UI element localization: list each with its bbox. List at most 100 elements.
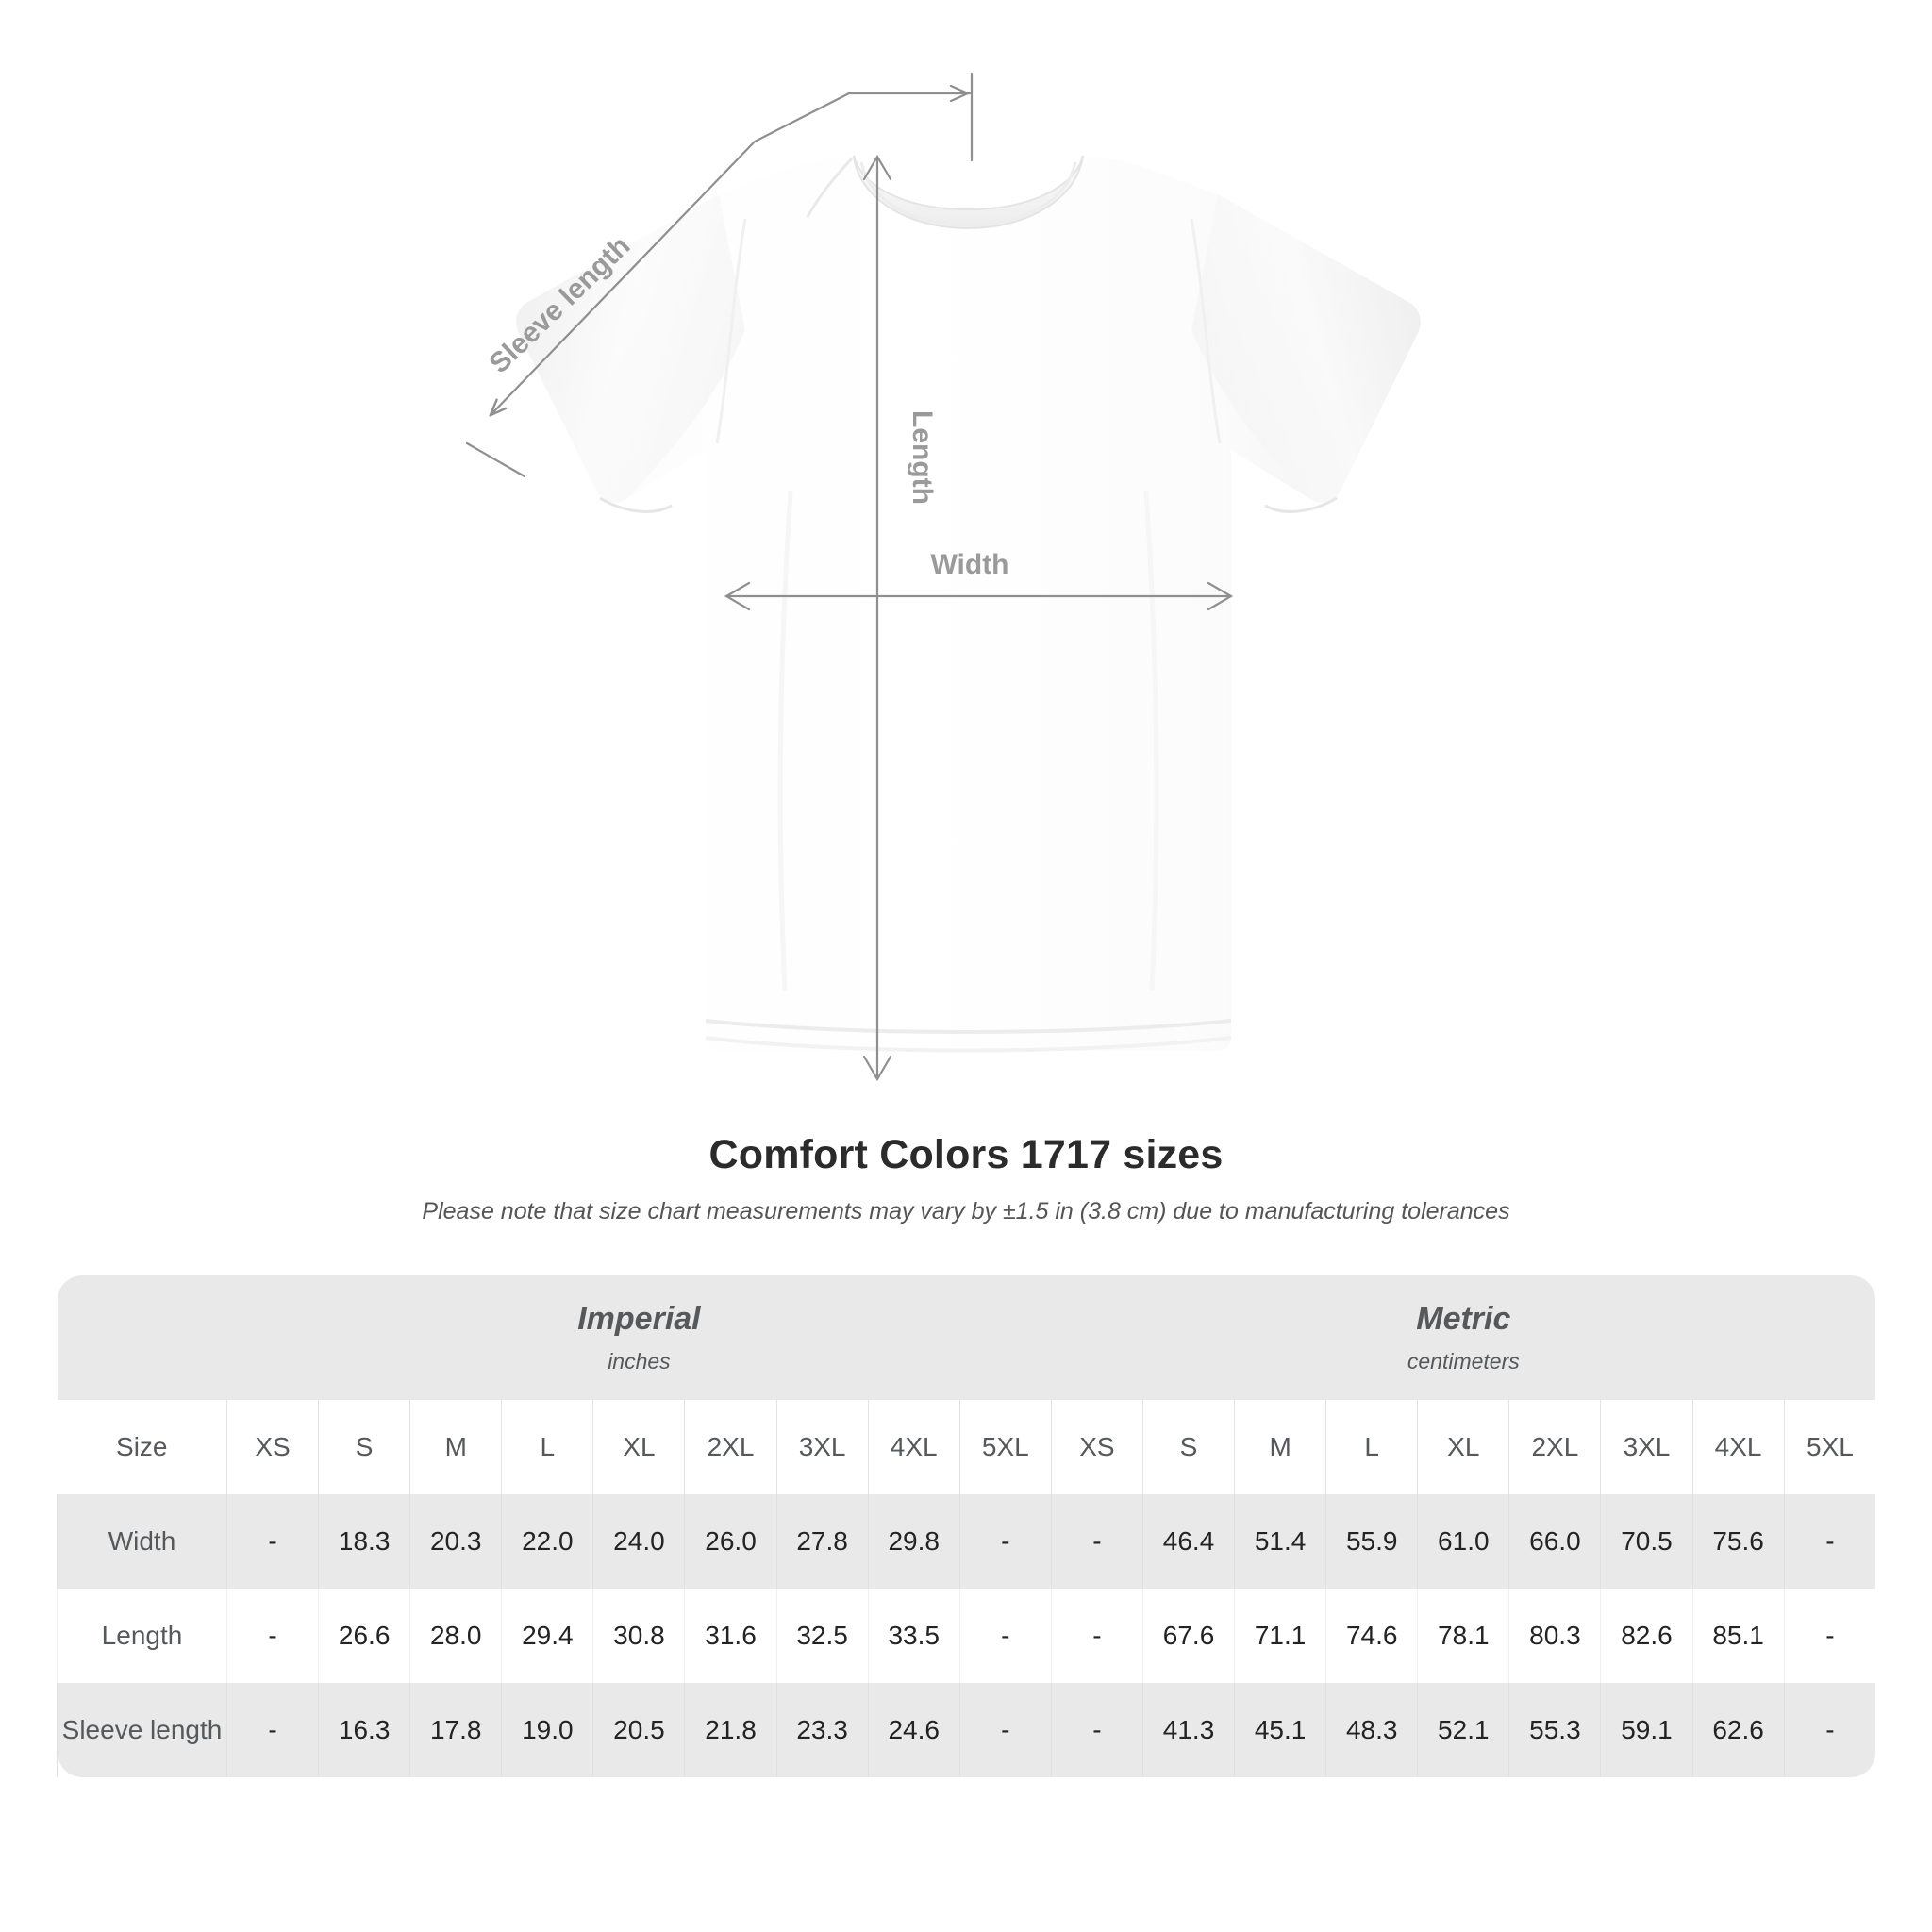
cell-metric-sleeve-length-5xl: - xyxy=(1783,1683,1876,1777)
tshirt-illustration: Sleeve length Length Width xyxy=(465,72,1421,1082)
size-header-imperial-4xl: 4XL xyxy=(867,1400,960,1494)
size-header-metric-4xl: 4XL xyxy=(1691,1400,1785,1494)
cell-metric-length-xs: - xyxy=(1050,1589,1143,1683)
size-header-row: Size XS S M L XL 2XL 3XL 4XL 5XL XS S M L XL 2XL 3XL 4XL 5… xyxy=(57,1400,1876,1494)
unit-header-imperial: Imperial inches xyxy=(226,1275,1052,1400)
cell-imperial-width-5xl: - xyxy=(958,1494,1052,1589)
page-subtitle: Please note that size chart measurements… xyxy=(422,1198,1510,1225)
cell-metric-length-4xl: 85.1 xyxy=(1691,1589,1785,1683)
title-block: Comfort Colors 1717 sizes Please note th… xyxy=(0,1132,1932,1225)
unit-subtitle: inches xyxy=(608,1349,671,1374)
tshirt-right-sleeve-hem xyxy=(1264,496,1338,513)
cell-metric-sleeve-length-xs: - xyxy=(1050,1683,1143,1777)
cell-metric-width-l: 55.9 xyxy=(1325,1494,1418,1589)
cell-imperial-width-4xl: 29.8 xyxy=(867,1494,960,1589)
cell-imperial-sleeve-length-m: 17.8 xyxy=(409,1683,502,1777)
length-arrowhead-top xyxy=(862,154,892,181)
cell-imperial-length-3xl: 32.5 xyxy=(775,1589,869,1683)
size-header-metric-xs: XS xyxy=(1050,1400,1143,1494)
size-header-imperial-s: S xyxy=(318,1400,410,1494)
size-header-imperial-xl: XL xyxy=(592,1400,685,1494)
cell-metric-width-4xl: 75.6 xyxy=(1691,1494,1785,1589)
tshirt-fold-left xyxy=(777,490,793,991)
size-chart-table: Imperial inches Metric centimeters Size XS S M L… xyxy=(57,1275,1876,1777)
cell-imperial-sleeve-length-xs: - xyxy=(225,1683,319,1777)
cell-metric-sleeve-length-s: 41.3 xyxy=(1141,1683,1235,1777)
table-row: Length -26.6 28.0 29.4 30.8 31.6 32.5 33.5- -67.… xyxy=(57,1589,1876,1683)
tshirt-left-armhole-seam xyxy=(715,218,747,444)
cell-metric-sleeve-length-3xl: 59.1 xyxy=(1600,1683,1693,1777)
size-header-metric-2xl: 2XL xyxy=(1508,1400,1601,1494)
size-header-imperial-m: M xyxy=(409,1400,502,1494)
cell-metric-length-xl: 78.1 xyxy=(1417,1589,1509,1683)
size-header-metric-s: S xyxy=(1141,1400,1235,1494)
page-title: Comfort Colors 1717 sizes xyxy=(708,1132,1224,1177)
cell-metric-length-m: 71.1 xyxy=(1234,1589,1326,1683)
cell-metric-length-2xl: 80.3 xyxy=(1508,1589,1601,1683)
tshirt-collar-shoulder-seam-left xyxy=(806,157,854,218)
size-header-imperial-l: L xyxy=(501,1400,593,1494)
tshirt-left-sleeve xyxy=(516,194,745,503)
cell-metric-width-5xl: - xyxy=(1783,1494,1876,1589)
cell-imperial-sleeve-length-s: 16.3 xyxy=(318,1683,410,1777)
cell-imperial-length-l: 29.4 xyxy=(501,1589,593,1683)
length-label: Length xyxy=(907,410,938,505)
cell-metric-sleeve-length-m: 45.1 xyxy=(1234,1683,1326,1777)
tshirt-graphic xyxy=(516,155,1421,1053)
width-arrowhead-left xyxy=(724,581,751,611)
length-arrowhead-bottom xyxy=(862,1055,892,1082)
tshirt-left-sleeve-hem xyxy=(599,496,673,513)
cell-imperial-length-s: 26.6 xyxy=(318,1589,410,1683)
cell-metric-width-s: 46.4 xyxy=(1141,1494,1235,1589)
tshirt-body-shape xyxy=(516,156,1421,1051)
unit-header-row: Imperial inches Metric centimeters xyxy=(57,1275,1876,1400)
unit-name: Imperial xyxy=(577,1300,701,1337)
size-header-imperial-5xl: 5XL xyxy=(958,1400,1052,1494)
cell-imperial-sleeve-length-2xl: 21.8 xyxy=(684,1683,777,1777)
cell-imperial-sleeve-length-4xl: 24.6 xyxy=(867,1683,960,1777)
cell-metric-width-xl: 61.0 xyxy=(1417,1494,1509,1589)
size-chart-table-wrapper: Imperial inches Metric centimeters Size XS S M L… xyxy=(57,1275,1876,1777)
cell-metric-sleeve-length-2xl: 55.3 xyxy=(1508,1683,1601,1777)
row-label-width: Width xyxy=(57,1494,227,1589)
tshirt-right-sleeve xyxy=(1191,194,1421,503)
cell-imperial-width-m: 20.3 xyxy=(409,1494,502,1589)
cell-imperial-sleeve-length-5xl: - xyxy=(958,1683,1052,1777)
size-header-metric-3xl: 3XL xyxy=(1600,1400,1693,1494)
sleeve-length-tick-bottom xyxy=(465,441,526,478)
tshirt-bottom-hem xyxy=(705,1019,1232,1034)
cell-metric-length-3xl: 82.6 xyxy=(1600,1589,1693,1683)
unit-header-spacer xyxy=(57,1275,227,1400)
cell-metric-width-m: 51.4 xyxy=(1234,1494,1326,1589)
cell-metric-width-xs: - xyxy=(1050,1494,1143,1589)
unit-subtitle: centimeters xyxy=(1407,1349,1520,1374)
cell-imperial-sleeve-length-3xl: 23.3 xyxy=(775,1683,869,1777)
width-label: Width xyxy=(930,549,1008,580)
cell-imperial-sleeve-length-l: 19.0 xyxy=(501,1683,593,1777)
cell-imperial-width-xs: - xyxy=(225,1494,319,1589)
cell-imperial-length-m: 28.0 xyxy=(409,1589,502,1683)
cell-metric-length-l: 74.6 xyxy=(1325,1589,1418,1683)
cell-imperial-sleeve-length-xl: 20.5 xyxy=(592,1683,685,1777)
cell-imperial-length-5xl: - xyxy=(958,1589,1052,1683)
cell-imperial-length-2xl: 31.6 xyxy=(684,1589,777,1683)
size-header-imperial-xs: XS xyxy=(225,1400,319,1494)
tshirt-collar xyxy=(853,155,1084,230)
unit-name: Metric xyxy=(1416,1300,1511,1337)
sleeve-length-guide-line xyxy=(489,92,972,417)
tshirt-bottom-edge xyxy=(705,1036,1232,1053)
size-header-metric-m: M xyxy=(1234,1400,1326,1494)
cell-metric-sleeve-length-4xl: 62.6 xyxy=(1691,1683,1785,1777)
tshirt-fold-right xyxy=(1143,490,1159,991)
width-arrowhead-right xyxy=(1207,581,1234,611)
row-label-sleeve-length: Sleeve length xyxy=(57,1683,227,1777)
dimension-guides xyxy=(465,72,1234,1082)
size-header-label: Size xyxy=(57,1400,227,1494)
cell-imperial-width-l: 22.0 xyxy=(501,1494,593,1589)
cell-metric-width-2xl: 66.0 xyxy=(1508,1494,1601,1589)
cell-metric-length-s: 67.6 xyxy=(1141,1589,1235,1683)
cell-metric-length-5xl: - xyxy=(1783,1589,1876,1683)
cell-imperial-width-xl: 24.0 xyxy=(592,1494,685,1589)
size-header-metric-5xl: 5XL xyxy=(1783,1400,1876,1494)
table-row: Sleeve length -16.3 17.8 19.0 20.5 21.8 23.3 24… xyxy=(57,1683,1876,1777)
